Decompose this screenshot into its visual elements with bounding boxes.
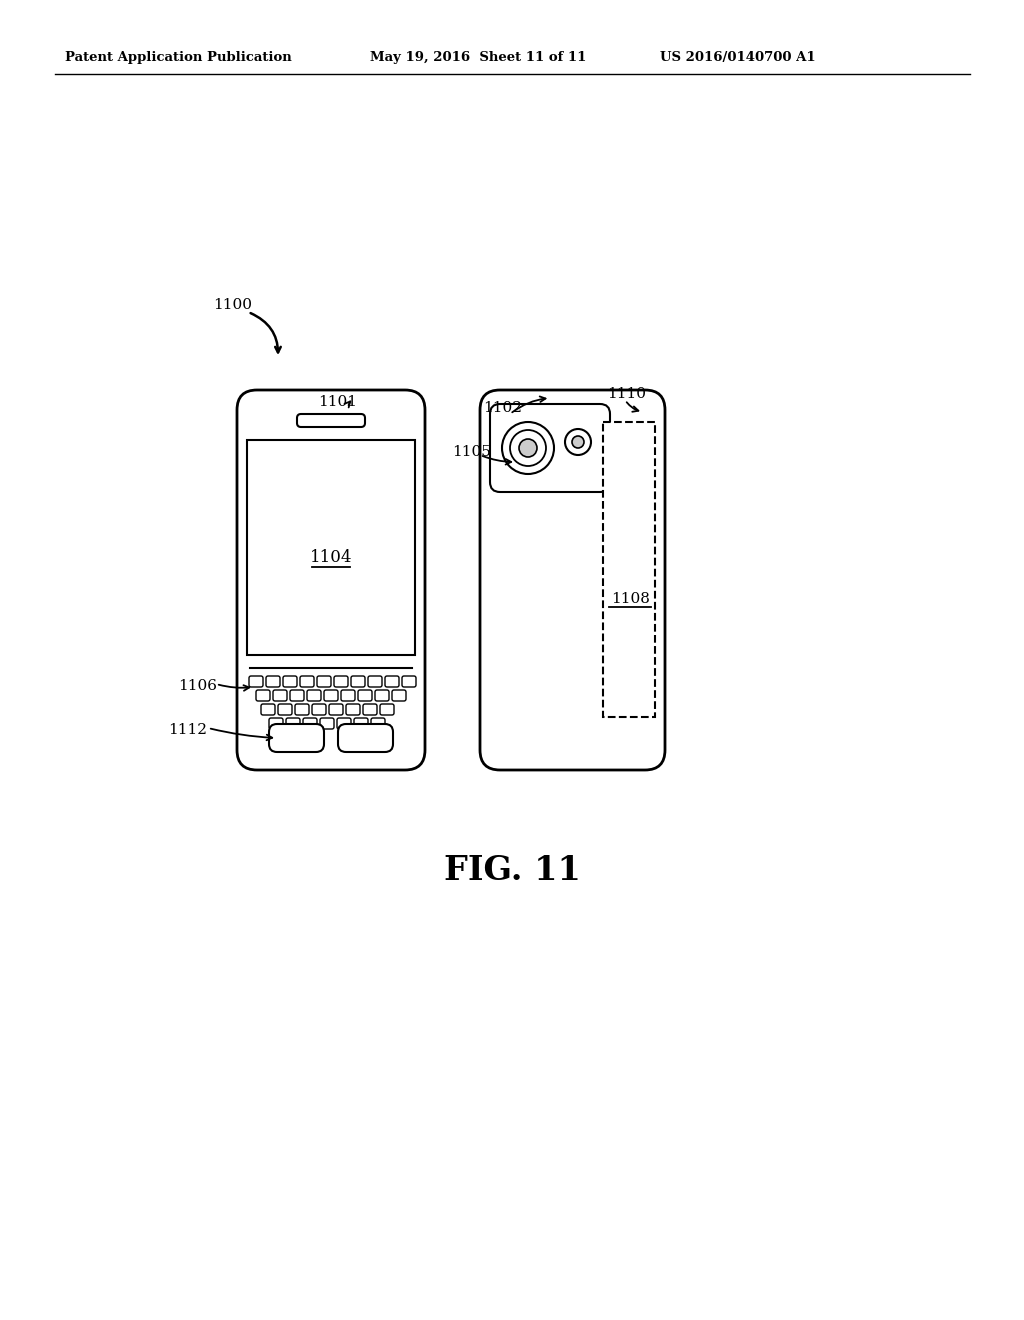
FancyBboxPatch shape (256, 690, 270, 701)
Text: 1100: 1100 (213, 298, 252, 312)
FancyBboxPatch shape (368, 676, 382, 686)
Text: FIG. 11: FIG. 11 (443, 854, 581, 887)
FancyBboxPatch shape (283, 676, 297, 686)
FancyBboxPatch shape (297, 414, 365, 426)
FancyBboxPatch shape (295, 704, 309, 715)
FancyBboxPatch shape (303, 718, 317, 729)
FancyBboxPatch shape (237, 389, 425, 770)
FancyBboxPatch shape (269, 718, 283, 729)
Text: 1108: 1108 (611, 591, 650, 606)
Bar (247, 440, 415, 655)
Circle shape (565, 429, 591, 455)
Text: 1105: 1105 (452, 445, 490, 459)
FancyBboxPatch shape (324, 690, 338, 701)
FancyBboxPatch shape (317, 676, 331, 686)
Text: 1110: 1110 (607, 387, 646, 401)
FancyBboxPatch shape (334, 676, 348, 686)
FancyBboxPatch shape (261, 704, 275, 715)
Text: 1112: 1112 (168, 723, 207, 737)
Text: 1102: 1102 (483, 401, 522, 414)
FancyBboxPatch shape (346, 704, 360, 715)
Circle shape (572, 436, 584, 447)
FancyBboxPatch shape (337, 718, 351, 729)
FancyBboxPatch shape (286, 718, 300, 729)
Circle shape (510, 430, 546, 466)
FancyBboxPatch shape (392, 690, 406, 701)
FancyBboxPatch shape (351, 676, 365, 686)
FancyBboxPatch shape (480, 389, 665, 770)
FancyBboxPatch shape (307, 690, 321, 701)
FancyBboxPatch shape (362, 704, 377, 715)
FancyBboxPatch shape (385, 676, 399, 686)
FancyBboxPatch shape (358, 690, 372, 701)
Text: Patent Application Publication: Patent Application Publication (65, 50, 292, 63)
FancyBboxPatch shape (290, 690, 304, 701)
FancyBboxPatch shape (375, 690, 389, 701)
Circle shape (519, 440, 537, 457)
FancyBboxPatch shape (402, 676, 416, 686)
FancyBboxPatch shape (338, 723, 393, 752)
Circle shape (502, 422, 554, 474)
Text: 1106: 1106 (178, 678, 217, 693)
FancyBboxPatch shape (273, 690, 287, 701)
FancyBboxPatch shape (300, 676, 314, 686)
FancyBboxPatch shape (490, 404, 610, 492)
FancyBboxPatch shape (269, 723, 324, 752)
FancyBboxPatch shape (329, 704, 343, 715)
FancyBboxPatch shape (354, 718, 368, 729)
FancyBboxPatch shape (371, 718, 385, 729)
Text: 1104: 1104 (309, 549, 352, 566)
FancyBboxPatch shape (278, 704, 292, 715)
FancyBboxPatch shape (319, 718, 334, 729)
Text: 1101: 1101 (318, 395, 357, 409)
FancyBboxPatch shape (266, 676, 280, 686)
FancyBboxPatch shape (341, 690, 355, 701)
FancyBboxPatch shape (312, 704, 326, 715)
Text: May 19, 2016  Sheet 11 of 11: May 19, 2016 Sheet 11 of 11 (370, 50, 587, 63)
FancyBboxPatch shape (249, 676, 263, 686)
Bar (603, 422, 655, 717)
FancyBboxPatch shape (380, 704, 394, 715)
Text: US 2016/0140700 A1: US 2016/0140700 A1 (660, 50, 816, 63)
